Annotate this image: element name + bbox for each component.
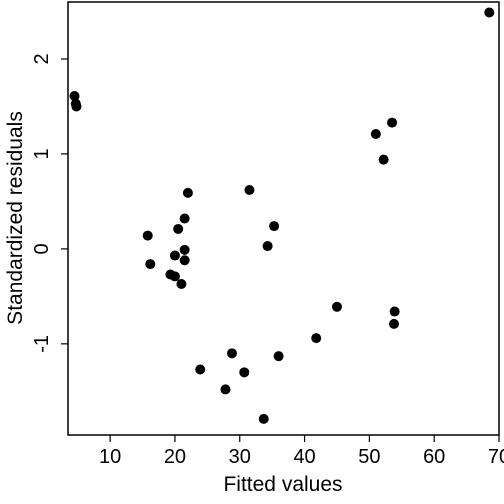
y-tick-label: -1 — [31, 335, 53, 353]
x-tick-label: 60 — [423, 446, 445, 468]
data-point — [179, 244, 190, 255]
data-point — [370, 128, 381, 139]
data-point — [269, 221, 280, 232]
x-tick-label: 10 — [99, 446, 121, 468]
data-point — [173, 223, 184, 234]
data-points — [69, 7, 495, 424]
data-point — [389, 318, 400, 329]
y-tick-label: 0 — [31, 243, 53, 254]
data-point — [273, 351, 284, 362]
x-tick-label: 70 — [488, 446, 504, 468]
data-point — [244, 185, 255, 196]
data-point — [169, 271, 180, 282]
data-point — [176, 279, 187, 290]
data-point — [69, 91, 80, 102]
data-point — [258, 413, 269, 424]
plot-frame — [67, 1, 500, 436]
y-tick-label: 2 — [31, 53, 53, 64]
x-tick-label: 40 — [293, 446, 315, 468]
data-point — [195, 364, 206, 375]
x-tick-label: 50 — [358, 446, 380, 468]
data-point — [71, 101, 82, 112]
data-point — [378, 154, 389, 165]
data-point — [484, 7, 495, 18]
y-tick-label: 1 — [31, 148, 53, 159]
data-point — [179, 255, 190, 266]
data-point — [142, 230, 153, 241]
data-point — [182, 187, 193, 198]
data-point — [331, 301, 342, 312]
data-point — [262, 241, 273, 252]
data-point — [145, 259, 156, 270]
x-axis-title: Fitted values — [223, 473, 342, 496]
y-axis: -1 0 1 2 — [31, 53, 68, 353]
x-axis: 10 20 30 40 50 60 70 — [99, 435, 504, 468]
data-point — [387, 117, 398, 128]
data-point — [220, 384, 231, 395]
x-tick-label: 20 — [164, 446, 186, 468]
data-point — [389, 306, 400, 317]
data-point — [179, 213, 190, 224]
data-point — [169, 250, 180, 261]
y-axis-title: Standardized residuals — [4, 111, 27, 325]
data-point — [239, 367, 250, 378]
data-point — [311, 333, 322, 344]
x-tick-label: 30 — [229, 446, 251, 468]
data-point — [226, 348, 237, 359]
